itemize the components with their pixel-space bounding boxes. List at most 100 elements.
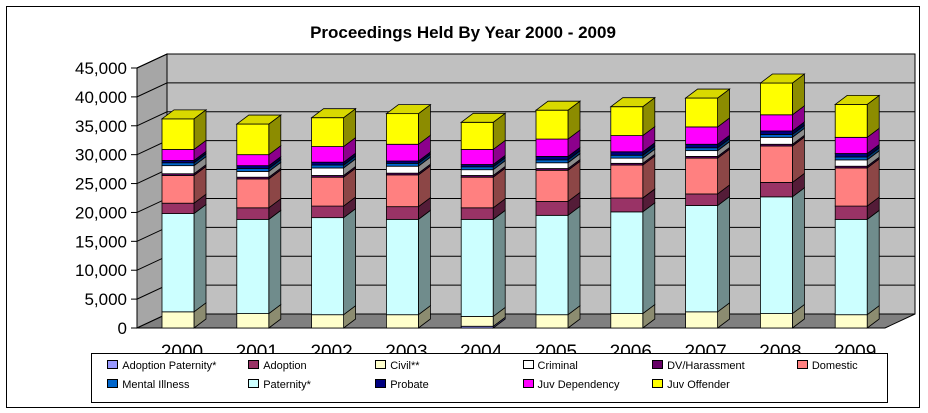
bar-2008-domestic xyxy=(760,145,793,183)
bar-2008-adoption xyxy=(760,181,793,198)
y-tick-label: 5,000 xyxy=(84,290,127,309)
gridline xyxy=(136,53,915,69)
legend-item: Criminal xyxy=(522,359,578,373)
bar-2007-juv-dependency xyxy=(685,126,718,145)
bar-2005-juv-offender xyxy=(535,109,569,140)
bar-2008-probate xyxy=(760,130,793,135)
bar-2006-civil xyxy=(610,313,644,329)
bar-2008-criminal xyxy=(760,136,793,145)
y-tick-label: 30,000 xyxy=(75,146,127,165)
bar-2009-adoption xyxy=(834,205,868,220)
bar-2002-civil xyxy=(311,314,345,329)
legend-item: Probate xyxy=(375,378,429,392)
bar-2001-juv-offender xyxy=(236,123,270,156)
bar-2005-civil xyxy=(535,314,569,329)
legend-item: Adoption Paternity* xyxy=(107,359,216,373)
bar-2003-paternity-side xyxy=(417,209,431,316)
legend-swatch xyxy=(375,360,387,369)
y-tick-label: 15,000 xyxy=(75,232,127,251)
bar-2003-criminal xyxy=(385,165,419,174)
bar-2002-juv-dependency xyxy=(311,146,345,163)
legend-label: Probate xyxy=(390,379,429,391)
bar-2002-paternity-side xyxy=(343,207,357,316)
bar-2004-paternity-side xyxy=(492,209,506,318)
legend-swatch xyxy=(248,360,260,369)
legend-item: DV/Harassment xyxy=(652,359,745,373)
legend-item: Paternity* xyxy=(248,378,311,392)
bar-2002-mental-illness xyxy=(311,164,345,169)
bar-2004-criminal xyxy=(460,169,494,176)
bar-2005-criminal xyxy=(535,162,569,169)
bar-2002-paternity xyxy=(311,217,345,316)
bar-2007-criminal xyxy=(685,150,718,157)
y-tick-label: 40,000 xyxy=(75,88,127,107)
legend-label: Civil** xyxy=(390,360,420,372)
bar-2002-adoption xyxy=(311,205,345,219)
bar-2003-juv-offender xyxy=(385,113,419,145)
legend-label: Mental Illness xyxy=(122,379,190,391)
bar-2008-juv-dependency xyxy=(760,114,793,132)
y-tick-label: 0 xyxy=(118,319,127,338)
legend-label: Juv Offender xyxy=(667,379,730,391)
bar-2007-domestic xyxy=(685,157,718,195)
bar-2007-civil xyxy=(685,311,718,329)
bar-2009-mental-illness xyxy=(834,156,868,161)
bar-2006-paternity-side xyxy=(642,202,656,315)
bar-2006-paternity xyxy=(610,211,644,314)
bar-2005-paternity-side xyxy=(567,205,581,316)
bar-2009-paternity-side xyxy=(866,209,880,316)
bar-2000-criminal xyxy=(161,165,195,175)
bar-2003-adoption xyxy=(385,206,419,220)
bar-2005-adoption xyxy=(535,201,569,216)
bar-2004-paternity xyxy=(460,218,494,317)
bar-2005-mental-illness xyxy=(535,159,569,164)
bar-2009-probate xyxy=(834,153,868,158)
gridline xyxy=(136,82,915,98)
bar-2007-mental-illness xyxy=(685,147,718,152)
legend-item: Juv Dependency xyxy=(522,378,620,392)
bar-2007-adoption xyxy=(685,193,718,206)
bar-2008-top xyxy=(759,73,806,84)
bar-2006-juv-dependency xyxy=(610,135,644,153)
bar-2009-criminal xyxy=(834,159,868,167)
bar-2005-juv-dependency xyxy=(535,138,569,157)
bar-2002-top xyxy=(310,108,357,119)
bar-2004-juv-dependency xyxy=(460,149,494,165)
bar-2008-mental-illness xyxy=(760,134,793,138)
bar-2007-juv-offender xyxy=(685,97,718,128)
chart-frame: Proceedings Held By Year 2000 - 2009 0 5,… xyxy=(6,6,920,408)
bar-2001-adoption xyxy=(236,207,270,220)
y-tick-label: 45,000 xyxy=(75,59,127,78)
legend-label: Juv Dependency xyxy=(537,379,620,391)
legend-label: Adoption Paternity* xyxy=(122,360,217,372)
bar-2004-civil xyxy=(460,316,494,327)
bar-2001-domestic xyxy=(236,178,270,209)
bar-2003-paternity xyxy=(385,218,419,316)
bar-2001-top xyxy=(235,114,282,125)
bar-2004-top xyxy=(460,112,507,123)
plot-area: 0 5,000 10,000 15,000 20,000 25,000 30,000 35,0… xyxy=(75,53,916,363)
legend-swatch xyxy=(652,360,664,369)
legend-swatch xyxy=(522,360,534,369)
legend-label: Paternity* xyxy=(263,379,311,391)
bar-2001-paternity-side xyxy=(268,209,282,315)
bar-2000-domestic xyxy=(161,175,195,204)
legend-item: Juv Offender xyxy=(652,378,730,392)
bar-2008-civil xyxy=(760,313,793,329)
bar-2000-adoption xyxy=(161,202,195,214)
y-tick-label: 25,000 xyxy=(75,175,127,194)
bar-2007-probate xyxy=(685,143,718,149)
bar-2009-juv-offender xyxy=(834,104,868,138)
chart-title: Proceedings Held By Year 2000 - 2009 xyxy=(310,23,616,42)
bar-2006-top xyxy=(609,97,656,108)
bar-2003-mental-illness xyxy=(385,162,419,167)
bar-2003-domestic xyxy=(385,174,419,208)
bar-2003-top xyxy=(385,104,432,115)
gridline xyxy=(136,111,915,127)
bar-2008-juv-offender xyxy=(760,82,793,116)
legend-label: Criminal xyxy=(537,360,578,372)
bar-2006-probate xyxy=(610,151,644,156)
bar-2005-top xyxy=(534,100,582,111)
chart-svg: Proceedings Held By Year 2000 - 2009 0 5,… xyxy=(75,23,916,363)
bar-2006-adoption xyxy=(610,197,644,213)
